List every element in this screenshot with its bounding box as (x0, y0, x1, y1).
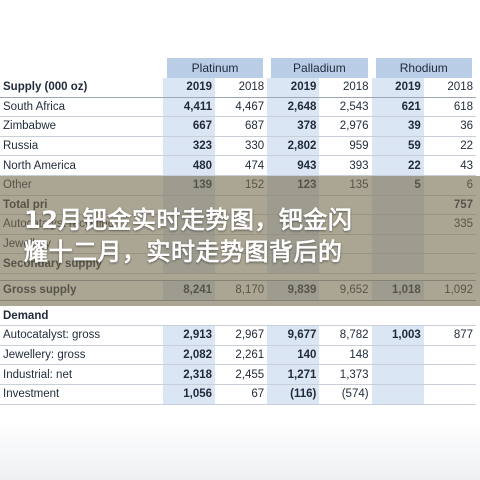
metal-header-palladium: Palladium (267, 58, 372, 78)
value-cell: 330 (215, 137, 268, 157)
demand-row: Investment 1,056 67 (116) (574) (0, 384, 476, 405)
demand-header: Demand (0, 307, 476, 327)
value-cell: 2,976 (319, 117, 372, 137)
value-cell (371, 384, 424, 405)
value-cell (371, 345, 424, 366)
value-cell: 2,913 (162, 326, 216, 346)
year-header: 2019 (371, 78, 424, 98)
value-cell: 148 (319, 346, 372, 366)
demand-header-row: Demand (0, 307, 476, 327)
year-header: 2018 (319, 78, 372, 98)
bottom-fade (0, 420, 480, 480)
row-label: Investment (0, 385, 163, 405)
value-cell: 943 (267, 156, 320, 176)
supply-row: North America 480 474 943 393 22 43 (0, 156, 476, 176)
supply-header: Supply (000 oz) (0, 78, 163, 98)
value-cell: 1,271 (267, 365, 320, 385)
value-cell: 43 (423, 156, 476, 176)
value-cell: 621 (371, 97, 424, 118)
year-header: 2019 (162, 78, 216, 98)
value-cell: 2,261 (215, 346, 268, 366)
demand-row: Jewellery: gross 2,082 2,261 140 148 (0, 345, 476, 366)
row-label: North America (0, 156, 163, 176)
metal-header-platinum: Platinum (162, 58, 268, 78)
value-cell: 2,543 (319, 98, 372, 118)
demand-row: Autocatalyst: gross 2,913 2,967 9,677 8,782 1… (0, 326, 476, 346)
value-cell: 39 (371, 117, 424, 137)
value-cell (423, 385, 476, 405)
value-cell: 1,056 (162, 384, 216, 405)
value-cell: 67 (215, 385, 268, 405)
row-label: Autocatalyst: gross (0, 326, 163, 346)
value-cell: 2,648 (267, 97, 320, 118)
supply-row: Russia 323 330 2,802 959 59 22 (0, 136, 476, 157)
value-cell: 687 (215, 117, 268, 137)
value-cell (423, 346, 476, 366)
value-cell: 959 (319, 137, 372, 157)
value-cell: (574) (319, 385, 372, 405)
value-cell: 36 (423, 117, 476, 137)
value-cell: 22 (371, 156, 424, 176)
year-header: 2018 (423, 78, 476, 98)
article-title-line-1: 12月钯金实时走势图，钯金闪 (24, 206, 353, 234)
value-cell: 480 (162, 156, 216, 176)
value-cell: 22 (423, 137, 476, 157)
demand-row: Industrial: net 2,318 2,455 1,271 1,373 (0, 365, 476, 385)
value-cell: 4,411 (162, 97, 216, 118)
value-cell: 393 (319, 156, 372, 176)
row-label: Industrial: net (0, 365, 163, 385)
value-cell: 2,967 (215, 326, 268, 346)
value-cell (423, 365, 476, 385)
row-label: South Africa (0, 98, 163, 118)
value-cell: (116) (267, 384, 320, 405)
value-cell: 618 (423, 98, 476, 118)
article-title-line-2: 耀十二月，实时走势图背后的 (24, 238, 343, 266)
value-cell: 2,455 (215, 365, 268, 385)
value-cell: 474 (215, 156, 268, 176)
row-label: Jewellery: gross (0, 346, 163, 366)
supply-row: South Africa 4,411 4,467 2,648 2,543 621 618 (0, 97, 476, 118)
metal-header-row: Platinum Palladium Rhodium (0, 58, 476, 78)
year-header: 2018 (215, 78, 268, 98)
year-header-row: Supply (000 oz) 2019 2018 2019 2018 2019 2018 (0, 78, 476, 98)
value-cell: 877 (423, 326, 476, 346)
value-cell: 9,677 (267, 326, 320, 346)
value-cell: 4,467 (215, 98, 268, 118)
value-cell: 140 (267, 345, 320, 366)
value-cell: 8,782 (319, 326, 372, 346)
value-cell: 1,373 (319, 365, 372, 385)
value-cell: 2,082 (162, 345, 216, 366)
value-cell: 1,003 (371, 326, 424, 346)
metal-header-rhodium: Rhodium (371, 58, 476, 78)
value-cell: 2,802 (267, 136, 320, 157)
value-cell: 2,318 (162, 365, 216, 385)
article-title: 12月钯金实时走势图，钯金闪 耀十二月，实时走势图背后的 (24, 204, 464, 268)
corner-cell (0, 58, 163, 78)
supply-row: Zimbabwe 667 687 378 2,976 39 36 (0, 117, 476, 137)
title-banner (0, 176, 480, 306)
value-cell: 59 (371, 136, 424, 157)
value-cell: 323 (162, 136, 216, 157)
year-header: 2019 (267, 78, 320, 98)
value-cell (371, 365, 424, 385)
row-label: Russia (0, 137, 163, 157)
row-label: Zimbabwe (0, 117, 163, 137)
value-cell: 667 (162, 117, 216, 137)
value-cell: 378 (267, 117, 320, 137)
